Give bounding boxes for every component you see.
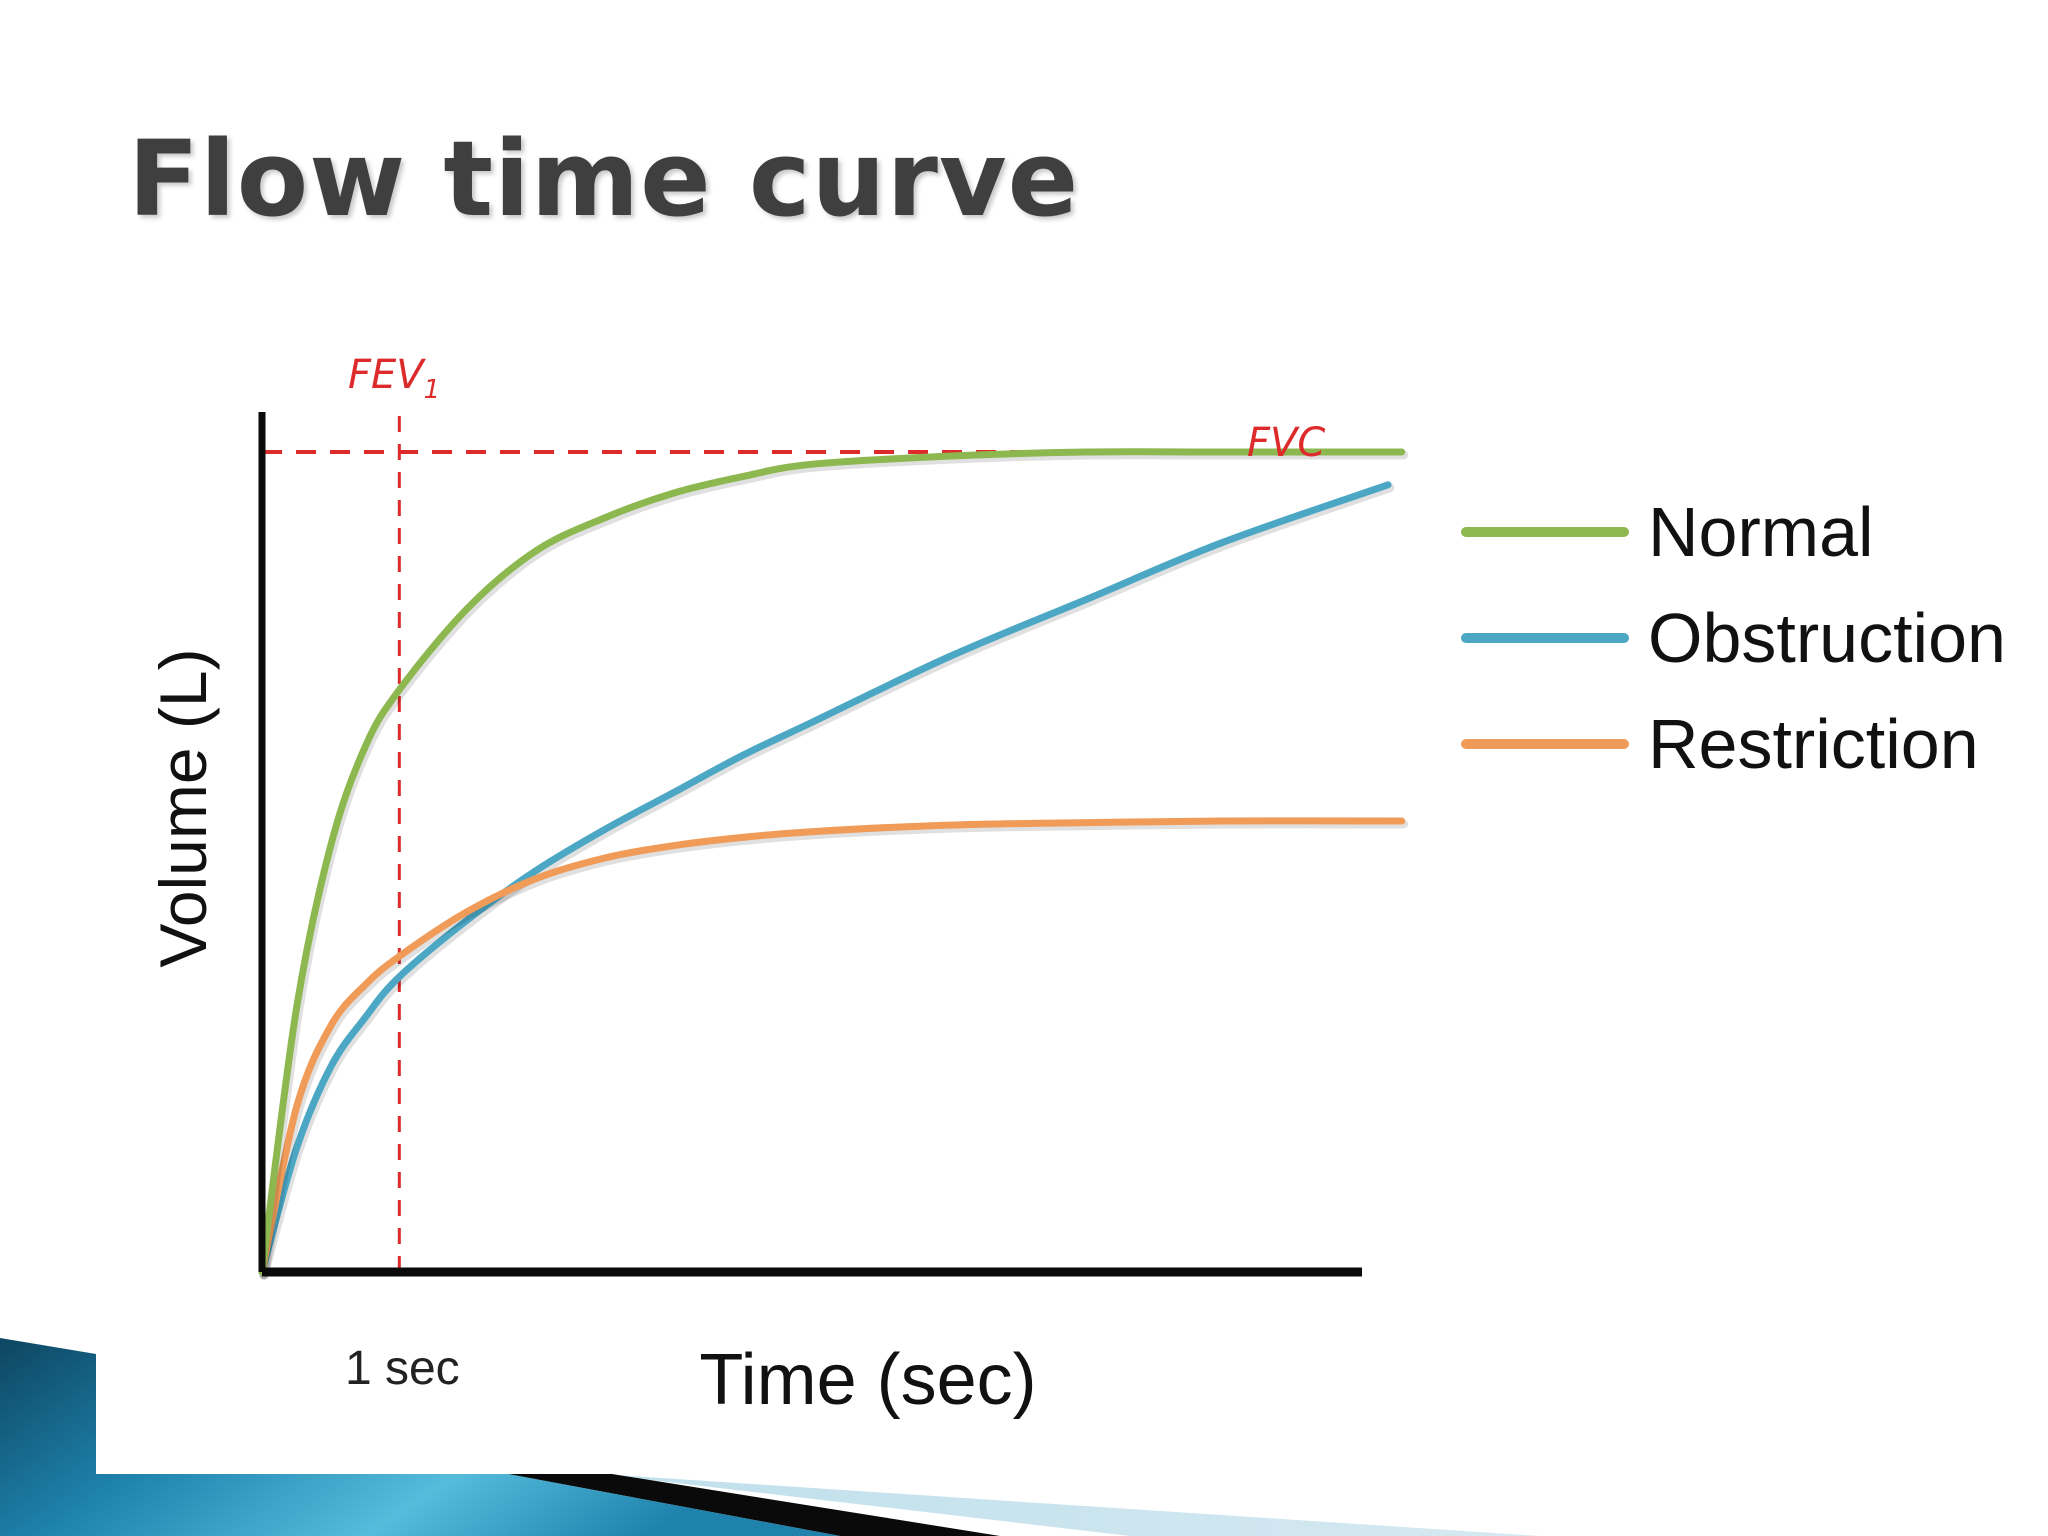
- legend: Normal Obstruction Restriction: [1461, 493, 2006, 783]
- y-axis-title: Volume (L): [146, 648, 220, 967]
- slide-title: Flow time curve: [128, 118, 1080, 240]
- corner-blue-shape: [0, 1338, 840, 1536]
- series-line-normal: [258, 448, 1406, 1276]
- corner-dark-shape: [508, 1474, 1000, 1536]
- series-shadow-restriction: [259, 819, 1409, 1280]
- plot-area: FEV1 FVC 1 sec Time (sec) Volume (L): [146, 352, 1409, 1420]
- series-shadow-obstruction: [259, 483, 1395, 1280]
- legend-label-restriction: Restriction: [1648, 705, 1979, 783]
- fvc-label: FVC: [1247, 420, 1325, 466]
- x-axis-title: Time (sec): [699, 1340, 1036, 1420]
- legend-label-obstruction: Obstruction: [1648, 599, 2006, 677]
- corner-decoration: [0, 1338, 1540, 1536]
- corner-pale-shape: [600, 1474, 1540, 1536]
- x-tick-label: 1 sec: [345, 1342, 460, 1395]
- series-line-restriction: [258, 817, 1406, 1276]
- fev1-label: FEV1: [348, 352, 440, 405]
- legend-label-normal: Normal: [1648, 493, 1874, 571]
- series-line-obstruction: [258, 481, 1392, 1276]
- series-shadow-normal: [259, 450, 1409, 1280]
